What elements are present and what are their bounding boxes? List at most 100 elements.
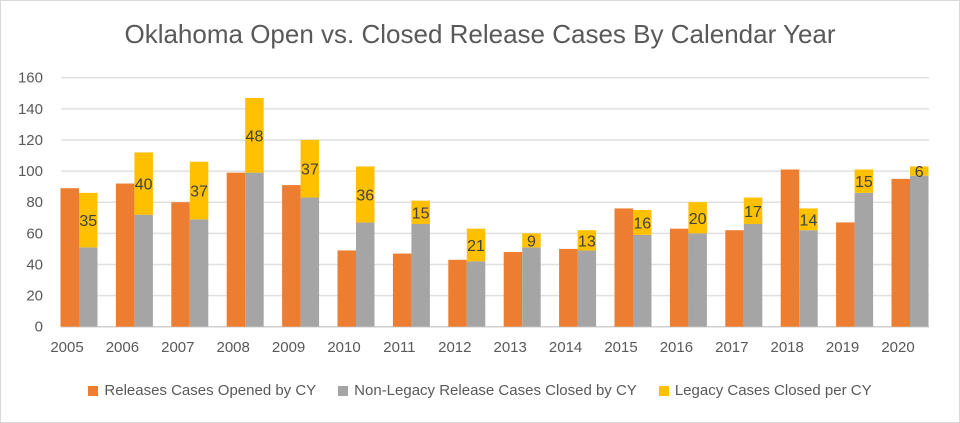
bar-nonlegacy-2005 bbox=[79, 247, 98, 327]
bar-opened-2012 bbox=[448, 259, 467, 327]
data-label: 17 bbox=[744, 204, 762, 221]
data-label: 37 bbox=[301, 162, 319, 179]
legend-item-legacy: Legacy Cases Closed per CY bbox=[658, 382, 872, 399]
x-tick-label: 2018 bbox=[771, 339, 804, 356]
bar-legacy-2015 bbox=[633, 209, 652, 235]
x-tick-label: 2009 bbox=[272, 339, 305, 356]
bar-opened-2016 bbox=[669, 228, 689, 327]
x-tick-label: 2019 bbox=[826, 339, 859, 356]
bar-legacy-2016 bbox=[688, 202, 707, 234]
bar-nonlegacy-2008 bbox=[245, 172, 264, 327]
y-tick-label: 0 bbox=[35, 319, 43, 336]
bar-legacy-2012 bbox=[466, 228, 486, 262]
data-label: 13 bbox=[578, 233, 596, 250]
legend-item-opened: Releases Cases Opened by CY bbox=[88, 382, 316, 399]
bar-legacy-2017 bbox=[743, 197, 763, 224]
bar-legacy-2007 bbox=[189, 161, 209, 220]
bar-nonlegacy-2016 bbox=[688, 233, 707, 327]
legend-label: Legacy Cases Closed per CY bbox=[674, 382, 872, 399]
bar-nonlegacy-2012 bbox=[466, 261, 486, 327]
y-tick-label: 60 bbox=[26, 225, 43, 242]
legend-item-nonlegacy: Non-Legacy Release Cases Closed by CY bbox=[338, 382, 637, 399]
y-tick-label: 140 bbox=[18, 101, 43, 118]
bar-opened-2006 bbox=[115, 183, 135, 327]
bar-nonlegacy-2010 bbox=[356, 222, 375, 327]
data-label: 21 bbox=[467, 238, 485, 255]
legend-swatch bbox=[338, 385, 349, 396]
bar-legacy-2013 bbox=[522, 233, 541, 248]
data-label: 20 bbox=[689, 211, 707, 228]
y-tick-label: 160 bbox=[18, 70, 43, 87]
x-tick-label: 2011 bbox=[383, 339, 415, 356]
bar-legacy-2010 bbox=[356, 166, 375, 223]
bar-legacy-2011 bbox=[411, 200, 430, 224]
bar-nonlegacy-2019 bbox=[854, 192, 874, 327]
chart-title: Oklahoma Open vs. Closed Release Cases B… bbox=[124, 19, 836, 49]
data-label: 40 bbox=[135, 177, 153, 194]
bar-legacy-2020 bbox=[910, 166, 929, 176]
bar-nonlegacy-2014 bbox=[577, 250, 597, 327]
y-tick-label: 80 bbox=[26, 194, 43, 211]
bar-nonlegacy-2006 bbox=[134, 214, 153, 327]
y-tick-label: 40 bbox=[26, 256, 43, 273]
data-label: 9 bbox=[527, 233, 536, 250]
x-tick-label: 2014 bbox=[549, 339, 582, 356]
x-tick-label: 2015 bbox=[604, 339, 637, 356]
bar-legacy-2018 bbox=[799, 208, 818, 231]
x-tick-label: 2020 bbox=[881, 339, 914, 356]
data-label: 37 bbox=[190, 184, 208, 201]
bar-nonlegacy-2007 bbox=[189, 219, 209, 327]
x-tick-label: 2016 bbox=[660, 339, 693, 356]
data-label: 6 bbox=[915, 164, 924, 181]
y-tick-label: 20 bbox=[26, 288, 43, 305]
bar-opened-2019 bbox=[836, 222, 855, 327]
bar-legacy-2019 bbox=[854, 169, 874, 193]
legend-label: Releases Cases Opened by CY bbox=[104, 382, 317, 399]
bar-opened-2015 bbox=[614, 208, 633, 327]
y-tick-label: 120 bbox=[18, 132, 43, 149]
legend-swatch bbox=[658, 385, 669, 396]
x-tick-label: 2017 bbox=[715, 339, 748, 356]
bar-opened-2005 bbox=[60, 188, 79, 327]
bar-opened-2009 bbox=[282, 185, 301, 327]
x-tick-label: 2007 bbox=[161, 339, 194, 356]
bar-nonlegacy-2009 bbox=[300, 197, 320, 327]
data-label: 16 bbox=[633, 215, 651, 232]
bar-opened-2018 bbox=[780, 169, 800, 327]
data-label: 15 bbox=[855, 174, 873, 191]
x-tick-label: 2012 bbox=[438, 339, 471, 356]
bar-opened-2017 bbox=[725, 230, 744, 327]
legend-swatch bbox=[88, 385, 99, 396]
data-label: 14 bbox=[800, 212, 818, 229]
x-tick-label: 2008 bbox=[217, 339, 250, 356]
legend-label: Non-Legacy Release Cases Closed by CY bbox=[354, 382, 637, 399]
y-tick-label: 100 bbox=[18, 163, 43, 180]
data-label: 35 bbox=[79, 213, 97, 230]
bar-opened-2013 bbox=[503, 252, 523, 327]
bar-opened-2020 bbox=[891, 178, 910, 327]
bar-nonlegacy-2018 bbox=[799, 230, 818, 327]
bar-legacy-2006 bbox=[134, 152, 153, 215]
x-tick-label: 2005 bbox=[50, 339, 83, 356]
bar-nonlegacy-2015 bbox=[633, 234, 652, 327]
data-label: 36 bbox=[356, 187, 374, 204]
bar-legacy-2014 bbox=[577, 230, 597, 251]
bar-nonlegacy-2017 bbox=[743, 223, 763, 327]
data-label: 48 bbox=[246, 128, 264, 145]
data-label: 15 bbox=[412, 205, 430, 222]
bar-legacy-2005 bbox=[79, 192, 98, 248]
bar-opened-2007 bbox=[171, 202, 190, 327]
x-tick-label: 2006 bbox=[106, 339, 139, 356]
x-tick-label: 2013 bbox=[494, 339, 527, 356]
bar-nonlegacy-2011 bbox=[411, 223, 430, 327]
bar-opened-2008 bbox=[226, 172, 246, 327]
x-tick-label: 2010 bbox=[327, 339, 360, 356]
bar-legacy-2009 bbox=[300, 139, 320, 198]
bar-legacy-2008 bbox=[245, 97, 264, 173]
legend: Releases Cases Opened by CY Non-Legacy R… bbox=[1, 382, 959, 399]
bar-opened-2010 bbox=[337, 250, 356, 327]
bar-opened-2014 bbox=[559, 248, 578, 327]
bar-opened-2011 bbox=[392, 253, 412, 327]
